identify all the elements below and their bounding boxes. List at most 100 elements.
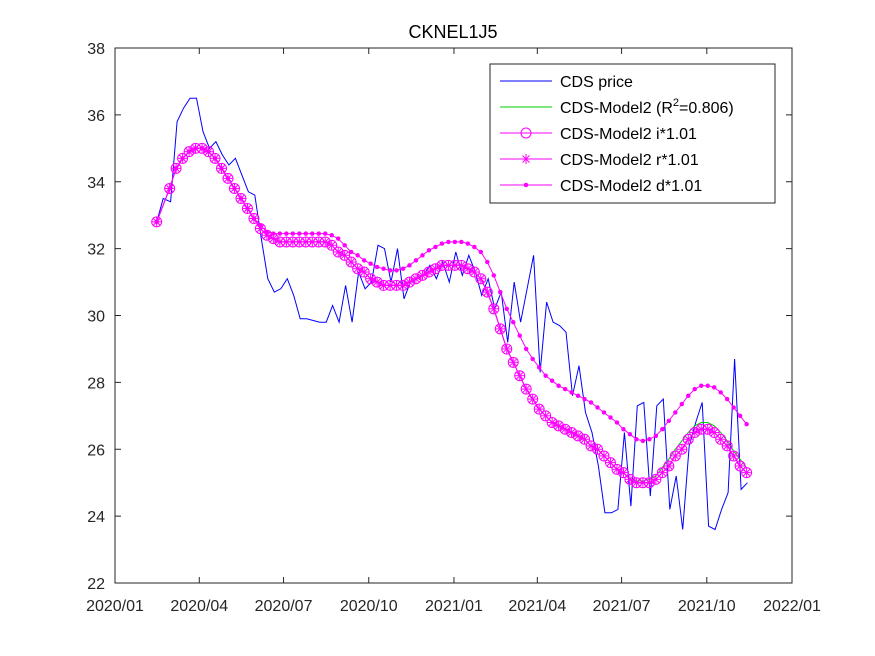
series-d-point: [374, 264, 380, 270]
series-r-point: [430, 263, 441, 274]
legend-label-text: CDS-Model2 (R: [560, 100, 673, 117]
legend-label: CDS price: [560, 74, 633, 91]
series-r-point: [741, 467, 752, 478]
series-d-point: [536, 365, 542, 370]
series-d-point: [368, 261, 373, 266]
legend-label-text: CDS price: [560, 74, 633, 91]
series-d-point: [543, 373, 548, 378]
legend-label-suffix: =0.806): [679, 100, 734, 117]
series-d-point: [614, 420, 620, 425]
series-d-point: [400, 266, 406, 271]
series-d-point: [381, 266, 386, 271]
series-d-point: [718, 390, 723, 395]
series-d-point: [491, 273, 497, 278]
series-d-point: [361, 258, 367, 263]
series-d-point: [523, 346, 529, 352]
series-r-point: [722, 440, 733, 451]
series-r-point: [540, 410, 551, 421]
series-r-point: [514, 370, 525, 381]
series-d-point: [290, 231, 296, 236]
series-r-point: [229, 183, 240, 194]
series-r-point: [268, 233, 279, 244]
series-d-point: [348, 249, 354, 255]
series-r-point: [339, 250, 350, 261]
series-r-point: [216, 163, 227, 174]
series-d-point: [335, 236, 341, 241]
series-r-point: [248, 213, 259, 224]
series-d-point: [640, 438, 646, 444]
legend-label-text: CDS-Model2 d*1.01: [560, 178, 702, 195]
series-r-point: [683, 434, 694, 445]
series-d-point: [407, 263, 412, 268]
series-r-point: [469, 267, 480, 278]
series-d-point: [284, 231, 289, 236]
series-d-point: [582, 396, 587, 402]
series-d-point: [472, 244, 477, 250]
series-d-point: [660, 426, 665, 432]
series-d-point: [724, 396, 730, 402]
series-d-point: [692, 386, 698, 392]
series-d-point: [452, 239, 458, 245]
legend-marker: [521, 154, 531, 164]
x-tick-label: 2020/04: [170, 598, 228, 615]
y-tick-label: 22: [87, 576, 105, 593]
series-d-point: [588, 400, 594, 405]
x-tick-label: 2022/01: [763, 598, 821, 615]
series-d-point: [575, 393, 581, 398]
series-d-point: [394, 268, 399, 273]
series-d-point: [355, 253, 360, 258]
series-d-point: [478, 249, 484, 255]
series-d-point: [277, 231, 283, 236]
series-d-point: [653, 433, 659, 439]
series-d-point: [322, 231, 328, 236]
x-tick-label: 2021/07: [593, 598, 651, 615]
series-d-point: [439, 241, 445, 246]
series-d-point: [297, 231, 302, 236]
legend-marker: [520, 127, 532, 139]
series-d-point: [731, 405, 736, 410]
series-d-point: [705, 383, 710, 388]
series-d-point: [608, 415, 613, 420]
legend-label: CDS-Model2 (R2=0.806): [560, 97, 734, 117]
x-tick-label: 2021/04: [508, 598, 566, 615]
legend-label-text: CDS-Model2 r*1.01: [560, 152, 699, 169]
series-r-point: [171, 163, 182, 174]
series-r-point: [372, 277, 383, 288]
legend-entry: CDS-Model2 d*1.01: [500, 178, 702, 195]
plot-area: [151, 97, 753, 531]
legend-entry: CDS-Model2 i*1.01: [500, 126, 697, 143]
legend-label-superscript: 2: [673, 97, 679, 109]
series-r-point: [521, 384, 532, 395]
series-r-point: [346, 257, 357, 267]
series-d-point: [647, 436, 652, 442]
series-d-point: [679, 401, 685, 407]
series-d-point: [698, 383, 704, 388]
series-d-point: [446, 239, 451, 245]
series-r-point: [508, 357, 519, 368]
series-d-point: [562, 386, 568, 392]
series-r-point: [735, 460, 746, 471]
x-tick-label: 2020/10: [340, 598, 398, 615]
x-tick-label: 2021/10: [678, 598, 736, 615]
series-r-point: [359, 267, 370, 278]
x-axis: 2020/01 2020/04 2020/07 2020/10 2021/01 2021/…: [86, 48, 821, 615]
series-d-point: [737, 413, 743, 419]
series-r-point: [475, 273, 486, 284]
series-r-point: [235, 193, 246, 204]
series-d-point: [303, 231, 309, 236]
y-tick-label: 28: [87, 375, 105, 392]
series-r-point: [592, 444, 603, 455]
series-r-point: [709, 427, 720, 438]
series-d-point: [517, 333, 522, 338]
series-r-point: [670, 450, 681, 461]
series-r-point: [203, 146, 214, 157]
series-d-point: [510, 319, 516, 325]
series-r-point: [657, 467, 668, 478]
series-d-point: [601, 410, 607, 415]
series-r-point: [164, 183, 175, 194]
series-r-point: [618, 467, 629, 478]
x-tick-label: 2021/01: [425, 598, 483, 615]
series-d-point: [465, 241, 471, 246]
